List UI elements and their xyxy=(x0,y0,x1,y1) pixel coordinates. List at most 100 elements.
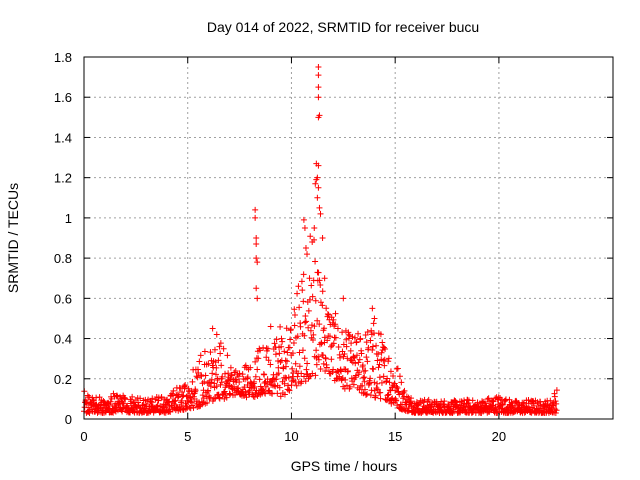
data-point xyxy=(264,376,271,383)
data-point xyxy=(302,319,309,326)
data-point xyxy=(228,371,235,378)
data-point xyxy=(446,404,453,411)
data-point xyxy=(277,359,284,366)
data-point xyxy=(300,298,307,305)
data-point xyxy=(323,305,330,312)
data-point xyxy=(286,387,293,394)
data-point xyxy=(335,343,342,350)
data-point xyxy=(316,204,323,211)
data-point xyxy=(369,343,376,350)
data-point xyxy=(374,357,381,364)
data-point xyxy=(341,351,348,358)
data-point xyxy=(254,366,261,373)
data-point xyxy=(222,391,229,398)
data-point xyxy=(286,344,293,351)
data-point xyxy=(271,340,278,347)
data-point xyxy=(256,376,263,383)
data-point xyxy=(317,210,324,217)
data-point xyxy=(251,383,258,390)
data-point xyxy=(261,371,268,378)
y-tick-label: 1.4 xyxy=(54,130,72,145)
data-point xyxy=(267,361,274,368)
data-point xyxy=(425,396,432,403)
data-point xyxy=(242,388,249,395)
x-axis-label: GPS time / hours xyxy=(291,458,398,474)
data-point xyxy=(232,391,239,398)
data-point xyxy=(499,401,506,408)
data-point xyxy=(113,392,120,399)
data-point xyxy=(291,306,298,313)
data-point xyxy=(220,345,227,352)
data-point xyxy=(374,386,381,393)
data-point xyxy=(170,387,177,394)
data-point xyxy=(315,356,322,363)
y-tick-label: 1.2 xyxy=(54,171,72,186)
data-point xyxy=(207,394,214,401)
data-point xyxy=(315,72,322,79)
data-point xyxy=(316,277,323,284)
data-point xyxy=(255,355,262,362)
data-point xyxy=(319,288,326,295)
data-point xyxy=(228,372,235,379)
data-point xyxy=(441,398,448,405)
data-point xyxy=(330,366,337,373)
data-point xyxy=(320,360,327,367)
data-point xyxy=(485,395,492,402)
data-point xyxy=(252,358,259,365)
data-point xyxy=(281,380,288,387)
data-point xyxy=(239,371,246,378)
data-point xyxy=(502,397,509,404)
y-tick-label: 1.8 xyxy=(54,50,72,65)
data-point xyxy=(371,379,378,386)
data-point xyxy=(272,351,279,358)
data-point xyxy=(250,393,257,400)
data-point xyxy=(269,390,276,397)
data-point xyxy=(387,368,394,375)
data-point xyxy=(394,365,401,372)
data-point xyxy=(205,387,212,394)
data-point xyxy=(285,382,292,389)
data-point xyxy=(377,389,384,396)
data-point xyxy=(326,333,333,340)
data-points xyxy=(81,64,560,416)
data-point xyxy=(385,355,392,362)
data-point xyxy=(213,331,220,338)
data-point xyxy=(96,394,103,401)
data-point xyxy=(376,361,383,368)
data-point xyxy=(315,84,322,91)
data-point xyxy=(346,335,353,342)
data-point xyxy=(291,311,298,318)
data-point xyxy=(490,398,497,405)
data-point xyxy=(208,379,215,386)
data-point xyxy=(299,287,306,294)
data-point xyxy=(174,394,181,401)
data-point xyxy=(317,281,324,288)
data-point xyxy=(277,393,284,400)
data-point xyxy=(244,375,251,382)
data-point xyxy=(284,349,291,356)
y-tick-label: 1 xyxy=(65,211,72,226)
data-point xyxy=(371,315,378,322)
data-point xyxy=(122,396,129,403)
data-point xyxy=(302,245,309,252)
data-point xyxy=(253,235,260,241)
data-point xyxy=(251,393,258,400)
data-point xyxy=(383,378,390,385)
data-point xyxy=(384,375,391,382)
data-point xyxy=(281,391,288,398)
data-point xyxy=(360,374,367,381)
data-point xyxy=(321,275,328,282)
data-point xyxy=(508,399,515,406)
data-point xyxy=(199,392,206,399)
data-point xyxy=(385,358,392,365)
data-point xyxy=(130,408,137,415)
data-point xyxy=(369,347,376,354)
data-point xyxy=(324,337,331,344)
data-point xyxy=(212,371,219,378)
data-point xyxy=(352,360,359,367)
data-point xyxy=(552,398,559,405)
data-point xyxy=(209,370,216,377)
data-point xyxy=(90,396,97,403)
data-point xyxy=(313,347,320,354)
data-point xyxy=(287,336,294,343)
